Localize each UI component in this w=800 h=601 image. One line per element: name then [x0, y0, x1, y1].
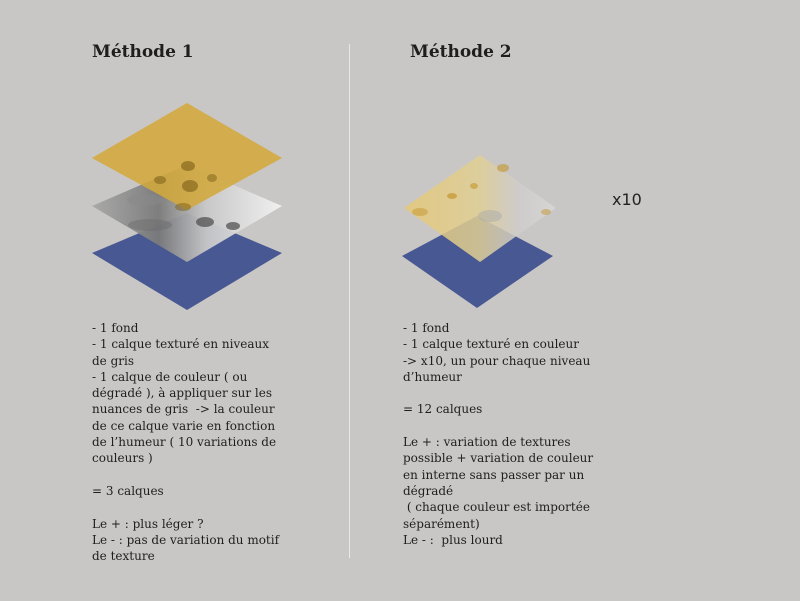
description-line: Le - : plus lourd — [403, 532, 503, 547]
description-line: séparément) — [403, 516, 480, 531]
method-2-base-layer — [402, 216, 553, 308]
description-line: = 3 calques — [92, 483, 164, 498]
method-2-color-texture-layer — [404, 155, 556, 262]
description-line: de gris — [92, 353, 135, 368]
description-line: d’humeur — [403, 369, 462, 384]
method-1-stack — [92, 103, 282, 310]
layer-multiplier-label: x10 — [612, 190, 642, 209]
method-2-stack — [402, 155, 556, 308]
description-line: ( chaque couleur est importée — [403, 500, 590, 515]
description-line: Le - : pas de variation du motif — [92, 532, 280, 547]
description-line: de l’humeur ( 10 variations de — [92, 435, 277, 450]
description-line: - 1 calque texturé en couleur — [403, 337, 579, 352]
description-line: - 1 calque de couleur ( ou — [92, 369, 248, 384]
method-1-color-layer — [92, 103, 282, 210]
description-line: Le + : plus léger ? — [92, 516, 204, 531]
description-line: nuances de gris -> la couleur — [92, 402, 275, 417]
description-line: couleurs ) — [92, 451, 153, 466]
description-line — [403, 385, 593, 401]
column-divider — [349, 44, 350, 558]
description-line: - 1 calque texturé en niveaux — [92, 337, 269, 352]
description-line: en interne sans passer par un — [403, 467, 585, 482]
description-line: de texture — [92, 549, 155, 564]
method-1-gray-texture-layer — [92, 165, 282, 262]
description-line: -> x10, un pour chaque niveau — [403, 353, 591, 368]
description-line: - 1 fond — [403, 321, 450, 335]
description-line: dégradé — [403, 483, 454, 498]
method-2-title: Méthode 2 — [410, 42, 512, 62]
description-line: Le + : variation de textures — [403, 435, 571, 450]
description-line — [92, 499, 279, 515]
description-line — [92, 467, 279, 483]
description-line: dégradé ), à appliquer sur les — [92, 386, 273, 401]
method-1-description: - 1 fond - 1 calque texturé en niveaux de … — [92, 320, 279, 564]
method-1-title: Méthode 1 — [92, 42, 194, 62]
description-line — [403, 418, 593, 434]
description-line: possible + variation de couleur — [403, 451, 594, 466]
description-line: - 1 fond — [92, 321, 139, 335]
description-line: de ce calque varie en fonction — [92, 418, 276, 433]
method-2-description: - 1 fond - 1 calque texturé en couleur -> … — [403, 320, 593, 548]
description-line: = 12 calques — [403, 402, 483, 417]
